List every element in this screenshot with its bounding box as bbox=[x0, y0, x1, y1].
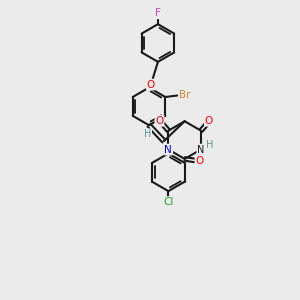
Text: N: N bbox=[164, 145, 172, 154]
Text: Cl: Cl bbox=[163, 197, 174, 207]
Text: O: O bbox=[147, 80, 155, 90]
Text: O: O bbox=[205, 116, 213, 126]
Text: H: H bbox=[144, 129, 151, 139]
Text: H: H bbox=[206, 140, 214, 150]
Text: N: N bbox=[197, 145, 205, 154]
Text: O: O bbox=[195, 156, 204, 166]
Text: O: O bbox=[155, 116, 164, 126]
Text: F: F bbox=[155, 8, 161, 18]
Text: Br: Br bbox=[179, 90, 191, 100]
